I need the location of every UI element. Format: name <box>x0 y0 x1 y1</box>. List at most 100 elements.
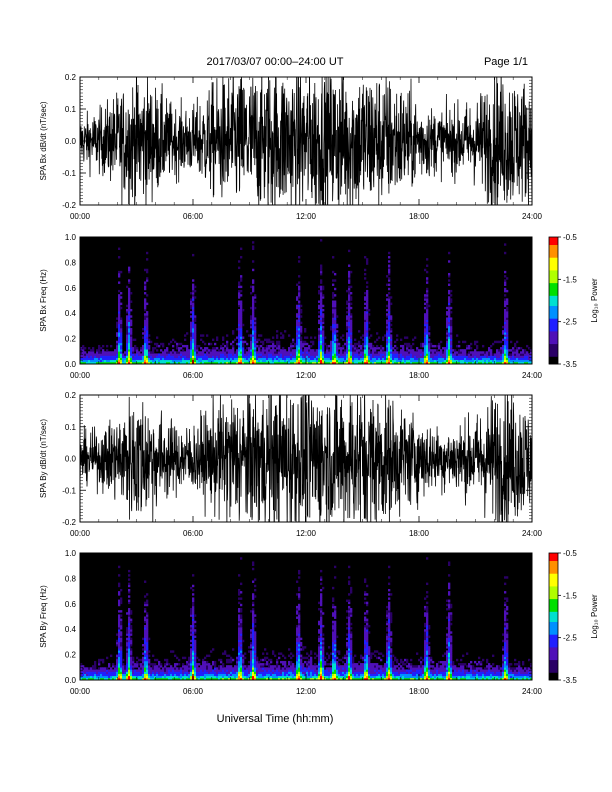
x-tick-label: 18:00 <box>409 687 430 696</box>
y-tick-label: 0.6 <box>65 600 77 609</box>
colorbar-step <box>549 553 558 556</box>
y-tick-label: 0.6 <box>65 284 77 293</box>
colorbar-step <box>549 586 558 589</box>
colorbar-frame <box>548 552 559 681</box>
x-tick-label: 06:00 <box>183 529 204 538</box>
bx-spectrogram-panel: -0.5 -1.5 -2.5 -3.5 Log₁₀ Power 1.0 0.8 0.6 0.4 0… <box>39 233 599 380</box>
y-tick-label: -0.1 <box>62 486 76 495</box>
x-tick-label: 18:00 <box>409 529 430 538</box>
colorbar-step <box>549 341 558 345</box>
colorbar-step <box>549 659 558 663</box>
bx-dbdt-panel: 0.2 0.1 0.0 -0.1 -0.2 00:00 06:00 12:00 18:00 24:… <box>39 73 543 221</box>
x-tick-label: 18:00 <box>409 371 430 380</box>
x-tick-label: 00:00 <box>70 529 91 538</box>
colorbar-step <box>549 247 558 251</box>
y-tick-label: 0.0 <box>65 137 77 146</box>
x-tick-label: 00:00 <box>70 212 91 221</box>
colorbar-step <box>549 619 558 622</box>
y-tick-label: 0.2 <box>65 651 77 660</box>
colorbar-step <box>549 583 558 587</box>
colorbar-step <box>549 338 558 342</box>
colorbar-step <box>549 239 558 243</box>
colorbar-step <box>549 560 558 564</box>
colorbar-step <box>549 634 558 638</box>
colorbar-step <box>549 308 558 312</box>
colorbar-step <box>549 654 558 658</box>
page-indicator: Page 1/1 <box>484 56 528 68</box>
colorbar-step <box>549 621 558 625</box>
colorbar-step <box>549 244 558 248</box>
y-tick-label: 0.8 <box>65 574 77 583</box>
x-tick-label: 24:00 <box>522 371 543 380</box>
colorbar-step <box>549 333 558 337</box>
colorbar-step <box>549 641 558 645</box>
colorbar-step <box>549 646 558 650</box>
colorbar-tick-label: -0.5 <box>563 233 577 242</box>
colorbar-frame <box>548 236 559 365</box>
colorbar-step <box>549 305 558 309</box>
colorbar-step <box>549 674 558 678</box>
colorbar-step <box>549 662 558 666</box>
colorbar-tick-label: -3.5 <box>563 360 577 369</box>
colorbar-step <box>549 657 558 661</box>
colorbar-step <box>549 613 558 617</box>
colorbar-step <box>549 652 558 655</box>
colorbar-step <box>549 361 558 365</box>
spectrogram-cells <box>80 557 533 681</box>
colorbar-step <box>549 677 558 681</box>
colorbar-step <box>549 336 558 339</box>
colorbar-step <box>549 573 558 577</box>
y-tick-label: 0.0 <box>65 676 77 685</box>
colorbar-step <box>549 631 558 635</box>
y-tick-label: 0.1 <box>65 423 77 432</box>
colorbar: -0.5 -1.5 -2.5 -3.5 Log₁₀ Power <box>548 549 599 685</box>
by-spectrogram-panel: -0.5 -1.5 -2.5 -3.5 Log₁₀ Power 1.0 0.8 0.6 0.4 0… <box>39 549 599 696</box>
colorbar-tick-label: -2.5 <box>563 318 577 327</box>
colorbar-step <box>549 664 558 668</box>
spectrogram-cells <box>80 239 533 365</box>
colorbar-step <box>549 591 558 595</box>
colorbar-step <box>549 292 558 296</box>
colorbar-step <box>549 644 558 648</box>
panels: 0.2 0.1 0.0 -0.1 -0.2 00:00 06:00 12:00 18:00 24:… <box>39 73 599 696</box>
y-tick-label: 0.4 <box>65 625 77 634</box>
colorbar-step <box>549 639 558 643</box>
x-tick-label: 18:00 <box>409 212 430 221</box>
colorbar-step <box>549 285 558 289</box>
colorbar-step <box>549 254 558 258</box>
colorbar-label: Log₁₀ Power <box>590 278 599 323</box>
colorbar-step <box>549 282 558 286</box>
x-tick-label: 12:00 <box>296 687 317 696</box>
colorbar-step <box>549 270 558 273</box>
colorbar-step <box>549 290 558 294</box>
colorbar-step <box>549 603 558 607</box>
colorbar-step <box>549 570 558 574</box>
x-tick-label: 12:00 <box>296 529 317 538</box>
colorbar-step <box>549 297 558 301</box>
y-tick-label: -0.1 <box>62 169 76 178</box>
colorbar-step <box>549 346 558 350</box>
colorbar-tick-label: -1.5 <box>563 275 577 284</box>
colorbar-step <box>549 303 558 306</box>
colorbar: -0.5 -1.5 -2.5 -3.5 Log₁₀ Power <box>548 233 599 369</box>
x-tick-label: 06:00 <box>183 687 204 696</box>
y-axis-title: SPA Bx Freq (Hz) <box>39 269 48 332</box>
colorbar-step <box>549 257 558 261</box>
x-tick-label: 12:00 <box>296 371 317 380</box>
colorbar-step <box>549 601 558 605</box>
colorbar-step <box>549 330 558 334</box>
dbdt-trace <box>80 395 532 522</box>
x-tick-label: 12:00 <box>296 212 317 221</box>
y-tick-label: 1.0 <box>65 549 77 558</box>
colorbar-step <box>549 323 558 327</box>
colorbar-step <box>549 616 558 620</box>
colorbar-step <box>549 596 558 600</box>
colorbar-step <box>549 264 558 268</box>
x-tick-label: 24:00 <box>522 529 543 538</box>
colorbar-step <box>549 320 558 324</box>
colorbar-step <box>549 242 558 246</box>
colorbar-step <box>549 558 558 562</box>
colorbar-step <box>549 672 558 676</box>
colorbar-step <box>549 237 558 240</box>
